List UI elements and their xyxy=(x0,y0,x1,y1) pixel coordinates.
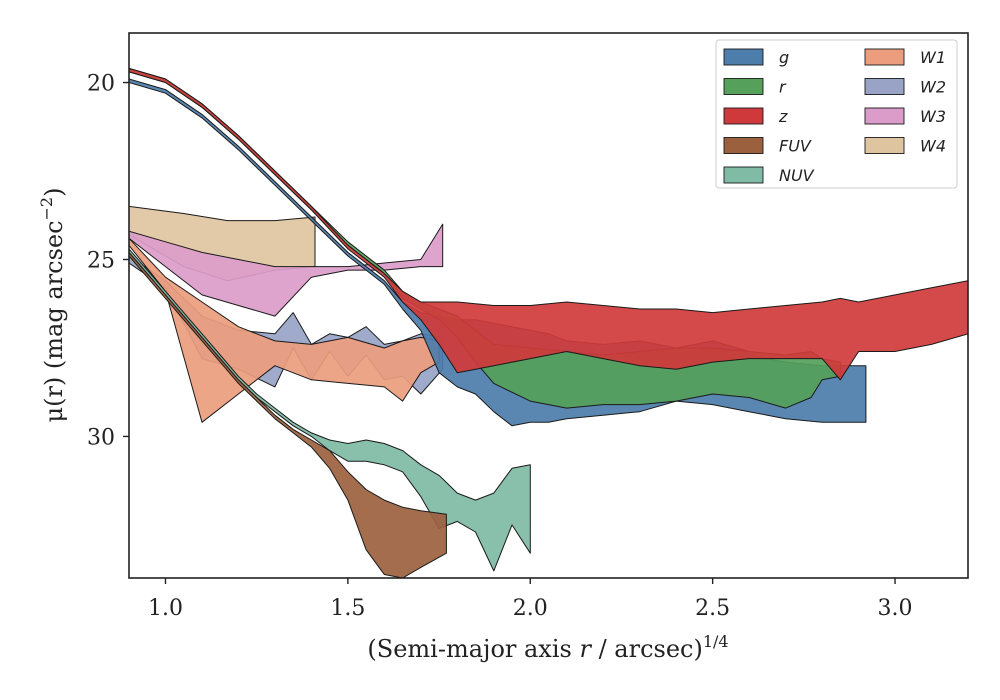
legend-label-w3: W3 xyxy=(920,107,946,126)
band-fuv xyxy=(129,251,447,578)
legend-swatch-r xyxy=(723,78,764,95)
plot-frame xyxy=(128,32,969,579)
legend-label-fuv: FUV xyxy=(779,137,812,156)
legend: grz FUV NUV W1 W2 W3 W4 xyxy=(715,39,958,189)
band-w3 xyxy=(129,223,444,317)
legend-swatch-w3 xyxy=(864,107,905,125)
x-tick-label: 1.0 xyxy=(148,596,183,621)
x-tick-label: 2.5 xyxy=(695,596,730,621)
x-axis-ticks: 1.0 1.5 2.0 2.5 3.0 xyxy=(148,578,913,621)
y-axis-ticks: 20 25 30 xyxy=(87,72,129,450)
x-tick-label: 1.5 xyxy=(330,596,365,621)
legend-label-z: z xyxy=(778,107,788,126)
x-axis-label: (Semi-major axis r / arcsec)1/4 xyxy=(367,632,728,663)
legend-swatch-w1 xyxy=(864,48,905,66)
legend-label-w2: W2 xyxy=(920,78,946,97)
legend-swatch-fuv xyxy=(723,137,764,154)
legend-label-nuv: NUV xyxy=(779,166,815,185)
y-tick-label: 20 xyxy=(87,72,115,97)
legend-label-w4: W4 xyxy=(920,137,946,156)
legend-label-r: r xyxy=(779,78,787,97)
x-tick-label: 3.0 xyxy=(878,596,913,621)
legend-swatch-nuv xyxy=(723,166,764,184)
legend-swatch-w4 xyxy=(864,137,905,154)
y-axis-label: μ(r) (mag arcsec−2) xyxy=(37,188,68,423)
legend-swatch-g xyxy=(723,48,764,66)
legend-label-w1: W1 xyxy=(920,48,946,67)
legend-label-g: g xyxy=(779,48,789,67)
x-tick-label: 2.0 xyxy=(513,596,548,621)
legend-swatch-z xyxy=(723,107,764,125)
profile-bands xyxy=(129,67,968,578)
y-tick-label: 30 xyxy=(87,425,115,450)
y-tick-label: 25 xyxy=(87,248,115,273)
band-z xyxy=(129,67,968,381)
legend-swatch-w2 xyxy=(864,78,905,95)
